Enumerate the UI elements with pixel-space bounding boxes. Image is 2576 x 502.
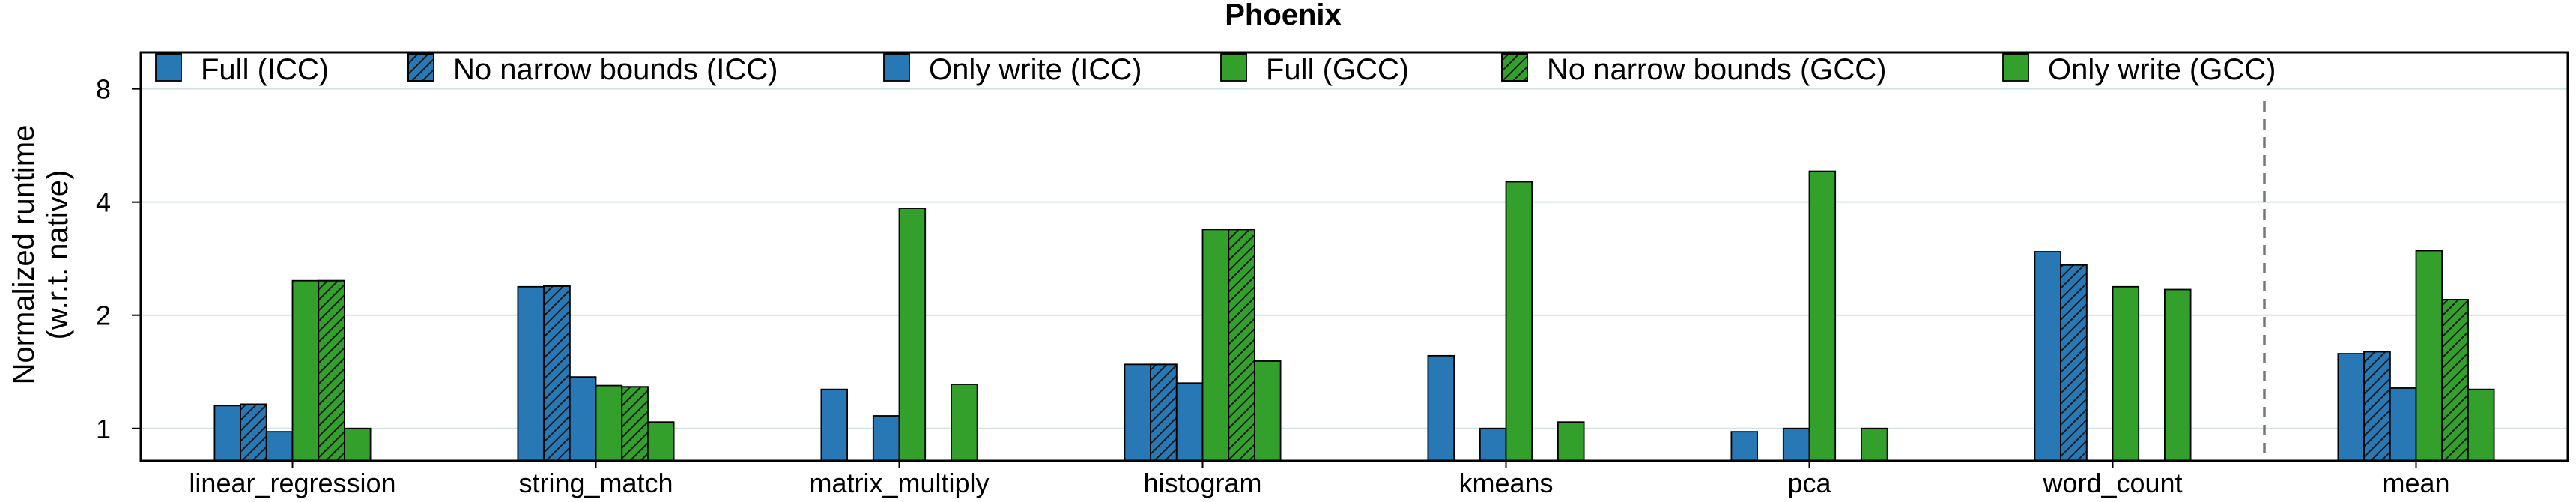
bar <box>647 421 675 462</box>
bar <box>291 279 320 462</box>
x-tick-label: matrix_multiply <box>809 468 989 498</box>
bar <box>2467 388 2495 462</box>
bar <box>517 285 545 462</box>
legend-swatch <box>155 53 182 82</box>
bar <box>1201 229 1230 462</box>
legend-swatch <box>883 53 910 82</box>
y-axis-label-line1: Normalized runtime <box>7 125 40 385</box>
chart-title: Phoenix <box>1225 0 1342 31</box>
bar-hatch <box>2060 264 2088 462</box>
legend-label: Full (GCC) <box>1266 53 1409 86</box>
bar <box>1782 427 1810 462</box>
bar-hatch <box>621 386 649 462</box>
bar-hatch <box>2363 351 2391 462</box>
y-tick-label: 8 <box>96 74 111 105</box>
y-tick-label: 2 <box>96 300 111 331</box>
bar <box>1808 170 1837 462</box>
bar <box>1479 427 1507 462</box>
bar <box>898 208 927 462</box>
bar <box>1427 354 1455 462</box>
bar <box>2337 353 2365 462</box>
bar <box>2415 250 2443 462</box>
bar <box>343 427 372 462</box>
bar <box>820 388 849 462</box>
bar <box>1860 427 1888 462</box>
legend-label: Only write (ICC) <box>929 53 1142 86</box>
x-tick-label: word_count <box>2042 468 2182 498</box>
bar-hatch <box>318 279 345 462</box>
bar <box>1730 431 1758 462</box>
bar-hatch <box>543 285 571 462</box>
bar <box>2163 288 2192 462</box>
x-tick-label: pca <box>1787 468 1831 498</box>
bar <box>2112 285 2140 462</box>
legend-swatch <box>2002 53 2029 82</box>
y-tick-label: 1 <box>96 414 111 444</box>
bar <box>1505 181 1533 462</box>
plot-frame <box>139 51 2569 462</box>
legend-swatch-hatch <box>407 53 434 82</box>
bar <box>1175 382 1204 462</box>
x-tick-label: mean <box>2382 468 2449 498</box>
legend-swatch <box>1220 53 1247 82</box>
y-axis-label-line2: (w.r.t. native) <box>41 170 74 340</box>
x-tick-label: string_match <box>518 468 673 498</box>
legend-label: No narrow bounds (GCC) <box>1547 53 1887 86</box>
legend-label: No narrow bounds (ICC) <box>453 53 778 86</box>
legend-label: Only write (GCC) <box>2048 53 2276 86</box>
bar <box>1124 363 1152 462</box>
bar <box>1557 421 1585 462</box>
bar <box>2034 251 2061 462</box>
bar-hatch <box>2441 299 2469 462</box>
bar <box>872 415 900 462</box>
bar <box>569 376 597 462</box>
x-tick-label: linear_regression <box>189 468 396 498</box>
legend-label: Full (ICC) <box>201 53 329 86</box>
bar-hatch <box>1228 229 1255 462</box>
x-tick-label: kmeans <box>1458 468 1553 498</box>
bar <box>265 431 294 462</box>
bar <box>1254 360 1282 462</box>
bar-hatch <box>1150 363 1178 462</box>
bar <box>595 384 623 462</box>
bar-hatch <box>240 403 267 462</box>
bar <box>2389 387 2417 462</box>
legend-swatch-hatch <box>1501 53 1528 82</box>
bar <box>951 384 978 462</box>
y-tick-label: 4 <box>96 187 111 218</box>
x-tick-label: histogram <box>1143 468 1261 498</box>
bar <box>213 405 241 462</box>
